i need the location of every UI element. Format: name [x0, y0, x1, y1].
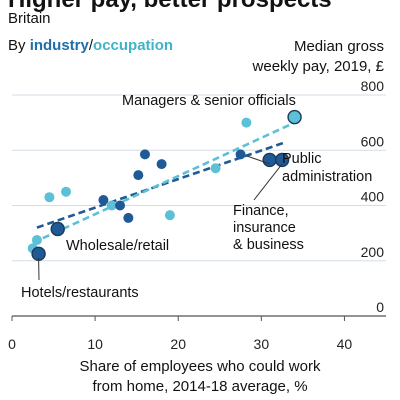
annotation-line: Managers & senior officials [122, 93, 296, 109]
annotation-label: Managers & senior officials [122, 93, 296, 109]
point-occupation [210, 163, 221, 174]
x-tick-label: 0 [8, 336, 16, 352]
annotation-leader-line [253, 163, 283, 201]
legend-separator: / [88, 37, 94, 54]
legend: By industry/occupation [8, 37, 173, 55]
annotation-label: Wholesale/retail [66, 238, 169, 254]
legend-item-occupation: occupation [93, 37, 174, 54]
highlight-point-industry [274, 152, 290, 168]
point-industry [98, 194, 109, 205]
point-occupation [44, 192, 55, 203]
x-axis-label-line-1: Share of employees who could work [79, 358, 321, 375]
point-industry [133, 170, 144, 181]
point-industry [115, 200, 126, 211]
y-tick-label: 0 [376, 299, 384, 315]
x-tick-label: 20 [170, 336, 186, 352]
chart-subtitle: Britain [8, 10, 51, 27]
point-industry [156, 159, 167, 170]
x-tick-label: 30 [254, 336, 270, 352]
y-tick-label: 600 [361, 133, 385, 149]
x-tick-label: 40 [337, 336, 353, 352]
y-tick-label: 200 [361, 244, 385, 260]
x-tick-label: 10 [87, 336, 103, 352]
highlight-point-occupation [287, 109, 302, 125]
trend-lines [32, 121, 296, 244]
point-occupation [164, 210, 175, 221]
annotation-label: Finance, insurance & business [233, 203, 304, 253]
annotation-line: Public [282, 151, 322, 167]
point-occupation [31, 235, 42, 246]
annotation-leader-line [246, 155, 270, 165]
annotation-line: Hotels/restaurants [21, 285, 139, 301]
annotation-line: & business [233, 237, 304, 253]
chart-title: Higher pay, better prospects [8, 0, 332, 13]
x-axis-label: Share of employees who could work from h… [0, 357, 400, 397]
annotation-line: Wholesale/retail [66, 238, 169, 254]
annotation-line: insurance [233, 220, 296, 236]
point-occupation [241, 117, 252, 128]
y-tick-label: 800 [361, 78, 385, 94]
y-tick-labels: 0 200 400 600 800 [361, 78, 385, 315]
legend-item-industry: industry [29, 37, 89, 54]
annotation-line: administration [282, 169, 372, 185]
annotations: Managers & senior officials Public adminis… [21, 93, 372, 301]
trend-line-occupation [32, 121, 296, 244]
y-tick-label: 400 [361, 189, 385, 205]
annotation-label: Public administration [282, 151, 372, 185]
x-tick-labels: 0 10 20 30 40 [8, 316, 352, 352]
annotation-line: Finance, [233, 203, 289, 219]
point-industry [123, 212, 134, 223]
gridlines [12, 94, 386, 317]
x-axis-label-line-2: from home, 2014-18 average, % [92, 378, 308, 395]
highlight-point-industry [50, 221, 65, 237]
data-points [27, 109, 302, 262]
point-occupation [61, 186, 72, 197]
annotation-label: Hotels/restaurants [21, 285, 139, 301]
point-occupation [106, 200, 117, 211]
y-axis-label: Median gross weekly pay, 2019, £ [253, 37, 384, 77]
highlight-point-industry [262, 152, 277, 168]
point-industry [235, 149, 246, 160]
legend-prefix: By [8, 37, 30, 54]
point-industry [139, 149, 150, 160]
y-axis-label-line-1: Median gross [293, 38, 384, 55]
y-axis-label-line-2: weekly pay, 2019, £ [252, 58, 384, 75]
